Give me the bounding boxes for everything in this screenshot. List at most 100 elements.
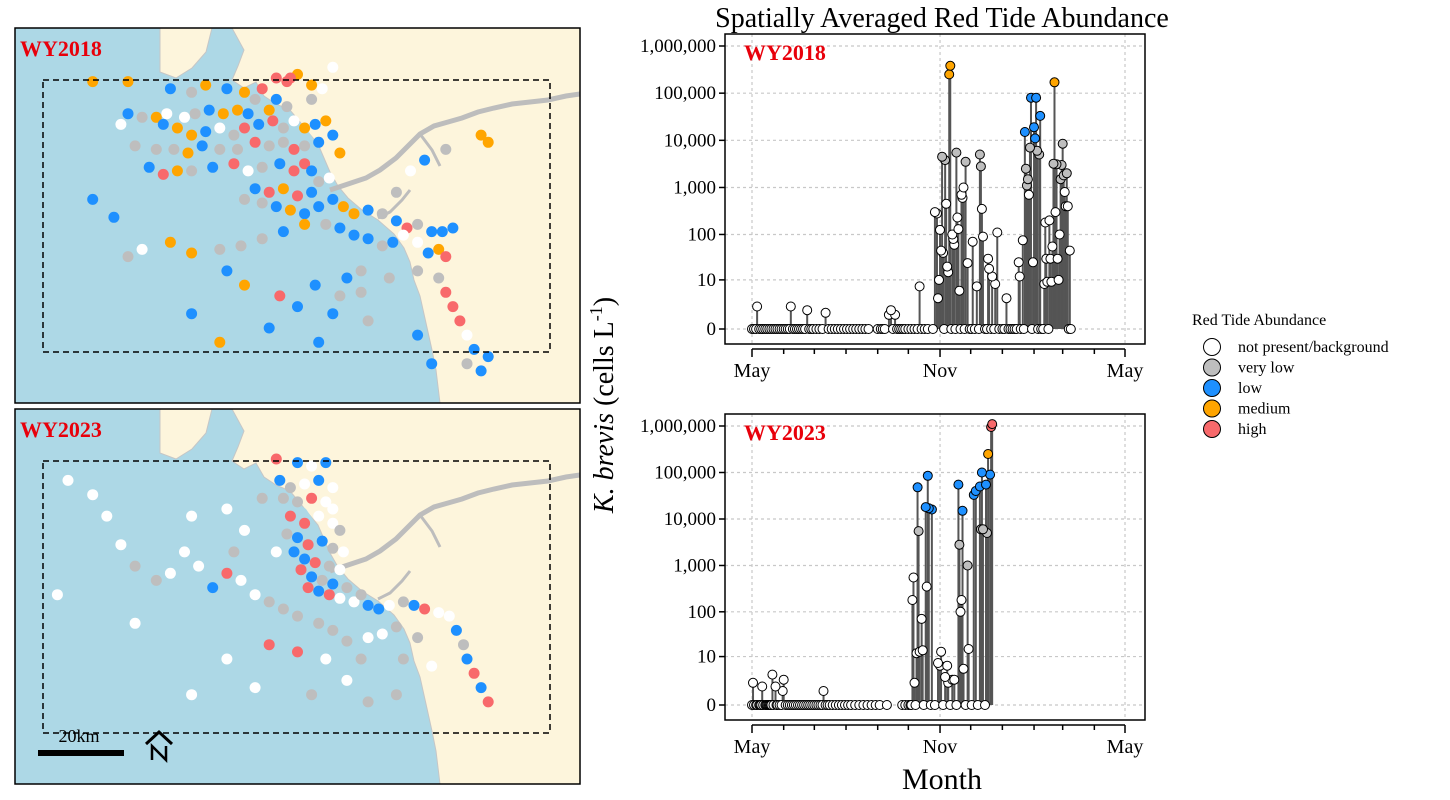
x-axis-label: Month bbox=[902, 763, 982, 796]
station-point bbox=[327, 193, 339, 205]
station-point bbox=[461, 653, 473, 665]
data-point bbox=[1018, 324, 1029, 334]
data-point bbox=[1054, 229, 1065, 240]
chart-panel-label: WY2018 bbox=[744, 40, 826, 65]
station-point bbox=[341, 674, 353, 686]
station-point bbox=[397, 229, 409, 241]
station-point bbox=[186, 247, 198, 259]
station-point bbox=[334, 290, 346, 302]
station-point bbox=[157, 168, 169, 180]
data-point bbox=[1062, 201, 1073, 212]
station-point bbox=[129, 560, 141, 572]
station-point bbox=[313, 136, 325, 148]
data-point bbox=[1065, 324, 1076, 334]
station-point bbox=[101, 510, 113, 522]
data-point bbox=[958, 182, 969, 193]
station-point bbox=[186, 86, 198, 98]
y-axis-label-species: K. brevis bbox=[589, 413, 620, 514]
data-points bbox=[747, 419, 998, 710]
y-tick-label: 0 bbox=[707, 695, 717, 716]
data-point bbox=[921, 581, 932, 592]
data-point bbox=[936, 245, 947, 256]
data-point bbox=[910, 700, 921, 710]
station-point bbox=[292, 496, 303, 508]
station-point bbox=[461, 329, 473, 341]
station-point bbox=[306, 571, 318, 583]
y-axis-label-exponent: -1 bbox=[586, 306, 606, 321]
station-point bbox=[87, 193, 99, 205]
station-point bbox=[433, 272, 445, 284]
data-point bbox=[944, 69, 955, 80]
station-point bbox=[299, 158, 311, 170]
legend-label: very low bbox=[1238, 360, 1295, 377]
y-tick-label: 10 bbox=[697, 270, 716, 291]
station-point bbox=[327, 542, 339, 554]
station-point bbox=[87, 489, 99, 501]
station-point bbox=[129, 140, 141, 152]
station-point bbox=[313, 336, 325, 348]
data-point bbox=[975, 161, 986, 172]
legend-swatch bbox=[1203, 358, 1221, 377]
y-tick-label: 0 bbox=[707, 319, 717, 340]
data-point bbox=[962, 258, 973, 269]
data-point bbox=[951, 700, 962, 710]
station-point bbox=[203, 104, 215, 116]
station-point bbox=[242, 165, 254, 177]
data-point bbox=[757, 681, 768, 692]
station-point bbox=[253, 118, 265, 130]
study-area-box bbox=[42, 79, 551, 353]
station-point bbox=[348, 208, 360, 220]
station-point bbox=[390, 689, 402, 701]
station-point bbox=[136, 243, 148, 255]
station-point bbox=[458, 639, 469, 651]
legend-item: not present/background bbox=[1203, 338, 1389, 356]
station-point bbox=[302, 582, 314, 594]
station-point bbox=[306, 460, 318, 472]
data-point bbox=[951, 147, 962, 158]
station-point bbox=[327, 624, 339, 636]
station-point bbox=[228, 158, 240, 170]
data-point bbox=[978, 524, 988, 535]
data-point bbox=[908, 572, 919, 583]
data-point bbox=[1019, 127, 1030, 137]
station-point bbox=[299, 517, 311, 529]
station-point bbox=[387, 236, 399, 248]
station-point bbox=[281, 528, 293, 540]
station-point bbox=[412, 632, 424, 644]
station-point bbox=[277, 603, 289, 615]
station-point bbox=[306, 165, 318, 177]
station-point bbox=[129, 617, 141, 629]
data-point bbox=[934, 274, 944, 285]
station-point bbox=[412, 236, 424, 248]
station-point bbox=[207, 582, 219, 594]
station-point bbox=[461, 358, 473, 370]
data-point bbox=[916, 613, 927, 624]
data-point bbox=[1035, 110, 1046, 121]
station-point bbox=[313, 474, 325, 486]
data-point bbox=[1049, 77, 1060, 88]
data-point bbox=[752, 301, 763, 312]
station-point bbox=[263, 596, 275, 608]
station-point bbox=[288, 115, 300, 127]
station-point bbox=[239, 86, 250, 98]
station-point bbox=[161, 108, 173, 120]
station-point bbox=[327, 61, 339, 73]
panel-label: WY2023 bbox=[20, 417, 102, 442]
station-point bbox=[313, 176, 325, 188]
station-point bbox=[355, 286, 367, 298]
station-point bbox=[419, 154, 431, 166]
station-point bbox=[443, 610, 455, 622]
station-point bbox=[263, 186, 275, 198]
data-point bbox=[971, 281, 982, 292]
data-point bbox=[929, 207, 940, 218]
plot-frame bbox=[724, 413, 1146, 721]
station-point bbox=[256, 161, 268, 173]
station-point bbox=[320, 115, 332, 127]
station-point bbox=[482, 136, 494, 148]
data-point bbox=[963, 644, 974, 654]
station-point bbox=[277, 136, 289, 148]
y-tick-label: 1,000 bbox=[673, 177, 716, 198]
data-point bbox=[927, 324, 938, 334]
data-point bbox=[1031, 92, 1042, 103]
station-point bbox=[334, 564, 346, 576]
